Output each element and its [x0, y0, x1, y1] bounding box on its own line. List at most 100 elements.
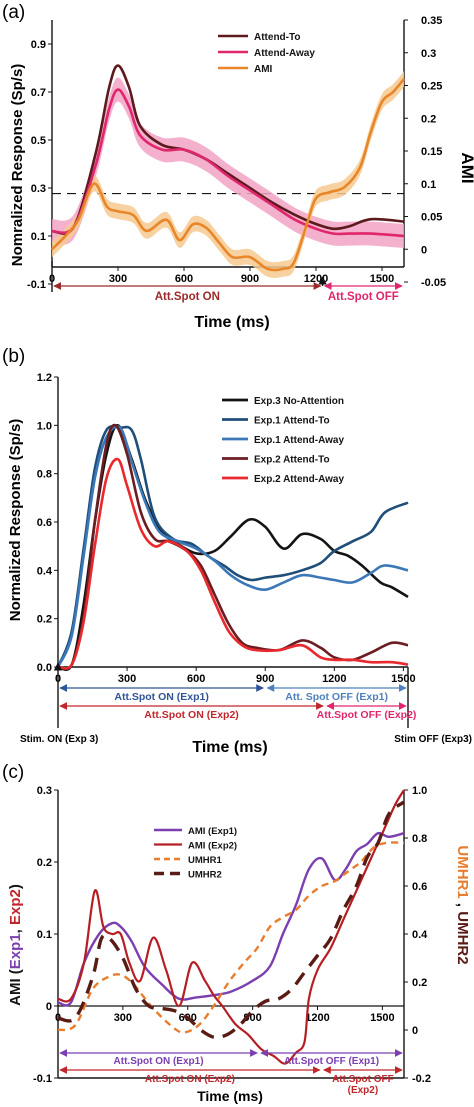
y-tick-label: 0.3: [31, 183, 46, 195]
ylabel-part-exp1: Exp1: [7, 933, 24, 969]
event-label-0: Att.Spot ON: [155, 291, 220, 303]
x-tick-label: 300: [109, 273, 127, 285]
x-tick-label: 300: [118, 673, 136, 685]
panel-c-label: (c): [2, 762, 24, 783]
series-line-ami-exp1-: [57, 831, 405, 1007]
panel-b: (b) Normalized Response (Sp/s) Time (ms)…: [2, 346, 472, 756]
y-tick-label: 0.5: [31, 135, 46, 147]
y-tick-label: 0.0: [37, 662, 52, 674]
x-tick-label: 1200: [322, 673, 346, 685]
event-label-2: Att.Spot ON (Exp2): [145, 1074, 235, 1085]
y-tick-label: 0.1: [37, 929, 52, 941]
panel-c-y-axis-label: AMI (Exp1, Exp2): [7, 884, 24, 1006]
event-label-3: Att.Spot OFF: [332, 1074, 394, 1085]
legend-label: Exp.2 Attend-Away: [254, 474, 344, 485]
y-tick-label: 0.3: [37, 785, 52, 797]
event-label-0: Att.Spot ON (Exp1): [114, 1056, 204, 1067]
x-tick-label: 600: [187, 673, 205, 685]
panel-c-right-axis-label: UMHR1 , UMHR2: [454, 845, 471, 964]
series-line-ami-exp2-: [57, 789, 405, 1065]
ylabel-part-comma: ,: [7, 925, 24, 933]
series-line-umhr2: [57, 800, 406, 1040]
panel-a-y-axis-label: Nomralized Response (Sp/s): [9, 64, 26, 267]
series-line-exp-1-attend-away: [56, 425, 409, 668]
y-right-tick-label: 0.1: [421, 179, 436, 191]
y-tick-label: 1.0: [37, 420, 52, 432]
y-tick-label: 0.2: [37, 857, 52, 869]
panel-b-stim-on-label: Stim. ON (Exp 3): [20, 734, 98, 745]
x-tick-label: 1500: [370, 273, 394, 285]
x-tick-label: 1500: [370, 1012, 394, 1024]
series-line-exp-2-attend-to: [57, 423, 409, 671]
legend-label: AMI (Exp2): [188, 841, 237, 852]
series-line-umhr1: [57, 841, 405, 1034]
y-right-tick-label: 0.25: [421, 81, 442, 93]
x-tick-label: 900: [256, 673, 274, 685]
ylabel-part-1: AMI (: [7, 969, 24, 1006]
legend-label: Exp.3 No-Attention: [254, 396, 344, 407]
panel-a-plot: -0.1 0.1 0.3 0.5 0.7 0.9 -0.05 0 0.05 0.1 0.15 0.2 0…: [27, 15, 446, 303]
ylabel-part-close: ): [7, 884, 24, 889]
panel-c-plot: -0.100.10.20.3-0.200.20.40.60.81.00 300 60…: [33, 785, 431, 1096]
event-label-3-line2: (Exp2): [348, 1085, 379, 1096]
panel-c: (c) AMI (Exp1, Exp2) UMHR1 , UMHR2 Time …: [2, 762, 471, 1104]
x-tick-label: 1200: [304, 273, 328, 285]
legend-label: Exp.2 Attend-To: [254, 455, 330, 466]
panel-a: (a) Nomralized Response (Sp/s) AMI Time …: [2, 2, 474, 331]
event-label-3: Att.Spot OFF (Exp2): [317, 709, 417, 721]
rlabel-umhr2: UMHR2: [454, 911, 471, 964]
ylabel-part-exp2: Exp2: [7, 889, 24, 925]
legend-label: Exp.1 Attend-To: [254, 416, 330, 427]
panel-b-x-axis-label: Time (ms): [192, 739, 267, 756]
legend-label: AMI (Exp1): [188, 826, 237, 837]
y-right-tick-label: 0.15: [421, 146, 442, 158]
legend-label: Attend-To: [254, 32, 300, 43]
rlabel-umhr1: UMHR1: [454, 845, 471, 898]
x-tick-label: 1500: [391, 673, 415, 685]
y-right-tick-label: -0.2: [412, 1073, 431, 1085]
y-right-tick-label: 0.2: [412, 977, 427, 989]
legend-label: Attend-Away: [254, 48, 315, 59]
y-tick-label: 0: [46, 1001, 52, 1013]
y-right-tick-label: 0.05: [421, 212, 442, 224]
x-tick-label: 900: [241, 273, 259, 285]
y-tick-label: 1.2: [37, 372, 52, 384]
series-line-attend-away: [51, 88, 405, 238]
y-tick-label: 0.2: [37, 614, 52, 626]
y-tick-label: 0.8: [37, 469, 52, 481]
panel-b-stim-off-label: Stim OFF (Exp3): [394, 734, 472, 745]
y-right-tick-label: 1.0: [412, 785, 427, 797]
y-right-tick-label: -0.05: [421, 277, 446, 289]
panel-c-x-axis-label: Time (ms): [197, 1088, 263, 1104]
y-right-tick-label: 0: [421, 244, 427, 256]
rlabel-sep: ,: [454, 899, 471, 912]
y-tick-label: 0.7: [31, 87, 46, 99]
event-label-1: Att.Spot OFF: [328, 291, 399, 303]
panel-b-y-axis-label: Normalized Response (Sp/s): [7, 419, 24, 622]
y-tick-label: 0.9: [31, 39, 46, 51]
panel-a-right-axis-label: AMI: [458, 152, 474, 183]
legend-label: Exp.1 Attend-Away: [254, 435, 344, 446]
panel-b-label: (b): [2, 346, 25, 367]
legend-label: AMI: [254, 64, 273, 75]
y-right-tick-label: 0: [412, 1025, 418, 1037]
y-right-tick-label: 0.35: [421, 15, 442, 27]
event-label-0: Att.Spot ON (Exp1): [114, 691, 209, 703]
event-label-2: Att.Spot ON (Exp2): [144, 709, 239, 721]
series-band-attend-away: [52, 77, 404, 249]
x-tick-label: 1200: [305, 1012, 329, 1024]
panel-a-x-axis-label: Time (ms): [194, 314, 269, 331]
series-line-ami: [51, 78, 406, 272]
y-right-tick-label: 0.8: [412, 833, 427, 845]
y-tick-label: 0.6: [37, 517, 52, 529]
y-right-tick-label: 0.3: [421, 48, 436, 60]
y-tick-label: 0.4: [37, 565, 53, 577]
event-label-1: Att.Spot OFF (Exp1): [284, 1056, 379, 1067]
y-right-tick-label: 0.6: [412, 881, 427, 893]
y-right-tick-label: 0.2: [421, 113, 436, 125]
y-right-tick-label: 0.4: [412, 929, 428, 941]
x-tick-label: 600: [175, 273, 193, 285]
event-label-1: Att. Spot OFF (Exp1): [285, 691, 388, 703]
panel-b-plot: 0.00.20.40.60.81.01.2030060090012001500E…: [37, 372, 417, 728]
